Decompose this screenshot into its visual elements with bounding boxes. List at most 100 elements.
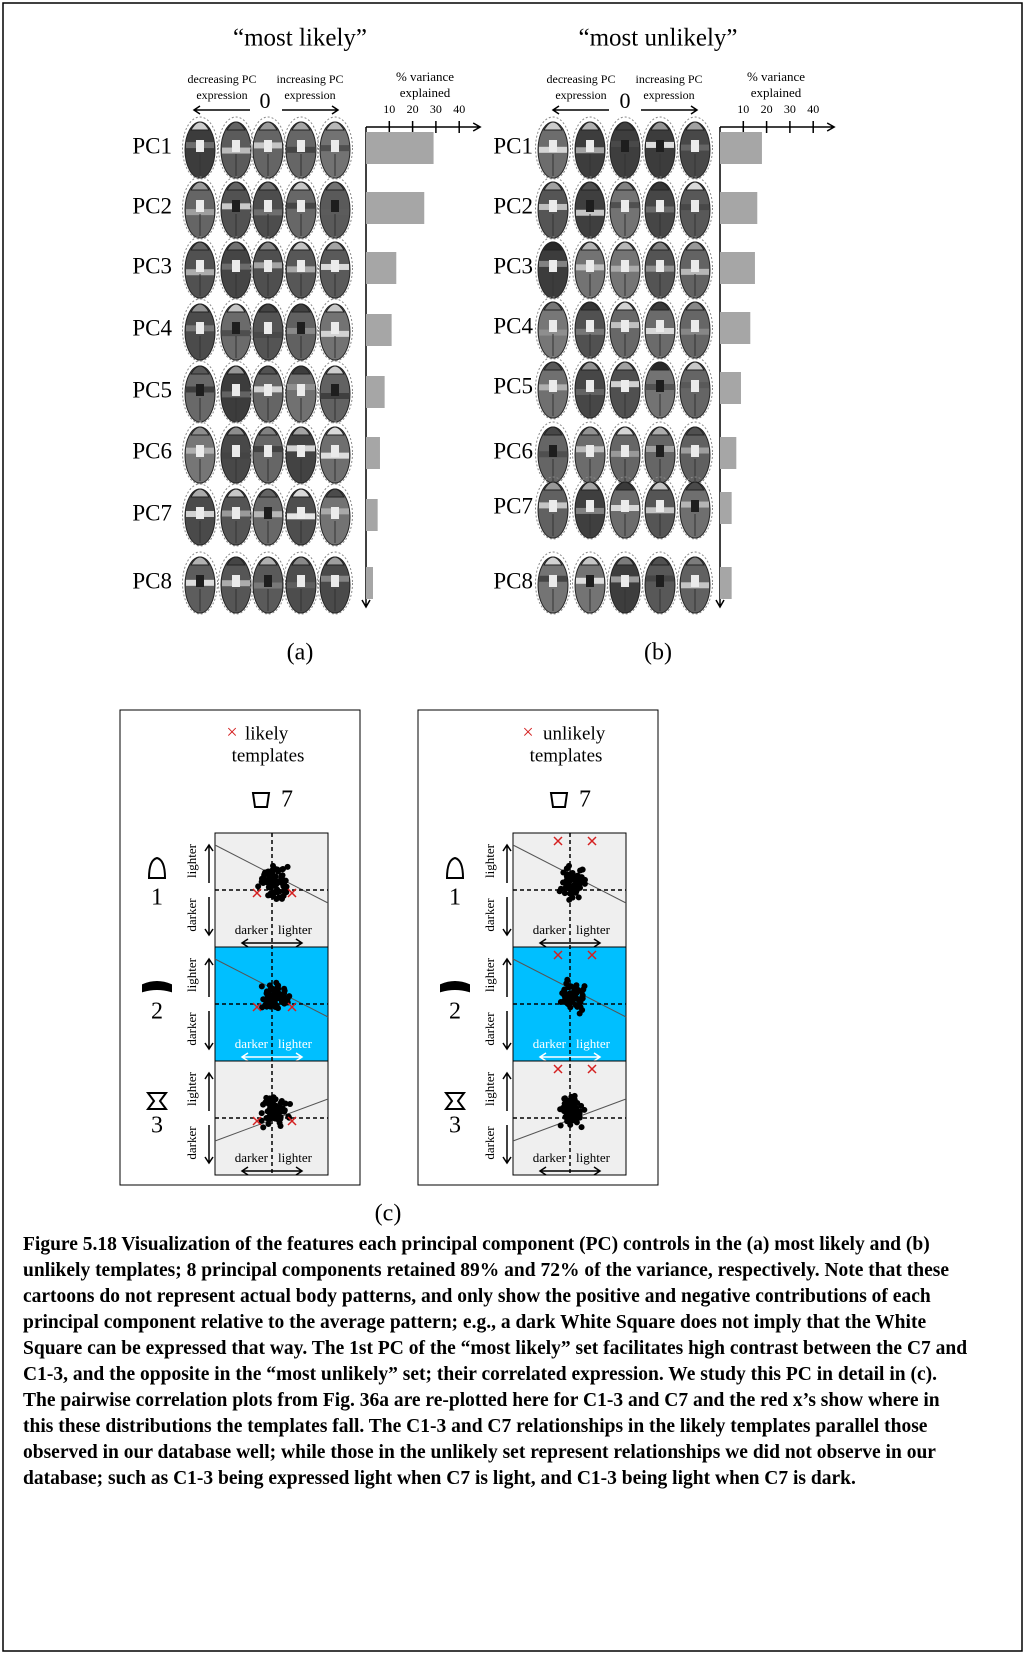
row-label: PC6: [132, 438, 172, 463]
cartoon-square: [656, 200, 664, 212]
x-dir-label: lighter: [278, 1150, 313, 1165]
red-x: [587, 836, 597, 846]
cartoon-head: [291, 365, 311, 375]
cartoon-square: [196, 260, 204, 272]
scatter-dot: [258, 1117, 265, 1124]
scatter-dot: [568, 1093, 575, 1100]
cartoon-square: [232, 384, 240, 396]
scatter-dot: [275, 994, 282, 1001]
scatter-dot: [260, 1124, 267, 1131]
cartoon-square: [691, 380, 699, 392]
cartoon-band: [254, 209, 282, 216]
cartoon-head: [325, 303, 345, 313]
cartoon-outline: [535, 551, 571, 615]
row-label: PC8: [132, 568, 172, 593]
cartoon-square: [232, 445, 240, 457]
row-number: 2: [151, 999, 163, 1025]
scatter-dot: [281, 1108, 288, 1115]
bar: [720, 252, 755, 284]
cartoon-head: [580, 181, 600, 191]
scatter-dot: [578, 1102, 585, 1109]
cartoon: [607, 421, 643, 485]
cartoon: [572, 236, 608, 300]
cartoon-head: [685, 361, 705, 371]
cartoon: [642, 176, 678, 240]
cartoon-band: [186, 269, 214, 276]
cartoon-head: [685, 121, 705, 131]
cartoon-head: [291, 121, 311, 131]
cartoon-band: [321, 209, 349, 216]
scatter-dot: [564, 881, 571, 888]
cartoon: [218, 298, 254, 362]
cartoon: [677, 356, 713, 420]
red-x: [287, 1116, 297, 1126]
cartoon-outline: [283, 421, 319, 485]
zero-label: 0: [620, 88, 631, 113]
cartoon: [642, 421, 678, 485]
x-dir-label: lighter: [576, 922, 611, 937]
zero-label: 0: [260, 88, 271, 113]
cartoon-head: [226, 181, 246, 191]
cartoon-square: [586, 200, 594, 212]
cartoon: [182, 421, 218, 485]
bar: [720, 192, 758, 224]
cartoon-head: [258, 181, 278, 191]
cartoon-outline: [535, 116, 571, 180]
panel-label: (a): [287, 640, 314, 666]
cartoon-outline: [250, 116, 286, 180]
bar: [720, 567, 732, 599]
cartoon-outline: [677, 176, 713, 240]
cartoon: [250, 551, 286, 615]
cartoon: [535, 296, 571, 360]
x-tick-label: 30: [430, 102, 442, 116]
cartoon: [182, 176, 218, 240]
scatter-dot: [258, 983, 265, 990]
scatter-dot: [276, 1105, 283, 1112]
caption: Figure 5.18 Visualization of the feature…: [23, 1234, 968, 1489]
row-label: PC1: [132, 133, 172, 158]
legend-marker: ×: [522, 722, 533, 744]
cartoon: [283, 551, 319, 615]
scatter-dot: [281, 987, 288, 994]
scatter-dot: [561, 986, 568, 993]
cartoon: [607, 236, 643, 300]
cartoon-outline: [317, 298, 353, 362]
scatter-dot: [271, 1112, 278, 1119]
cartoon: [317, 298, 353, 362]
cartoon-square: [621, 575, 629, 587]
cartoon-head: [258, 241, 278, 251]
scatter-dot: [562, 994, 569, 1001]
increasing-label: expression: [643, 88, 694, 102]
x-dir-label: darker: [533, 1036, 567, 1051]
cartoon: [572, 296, 608, 360]
cartoon-outline: [317, 236, 353, 300]
y-dir-label: lighter: [482, 843, 497, 878]
scatter-dot: [273, 887, 280, 894]
cartoon: [607, 356, 643, 420]
scatter-dot: [567, 890, 574, 897]
panel-label: (c): [375, 1201, 402, 1227]
bar: [366, 314, 392, 346]
cartoon: [642, 116, 678, 180]
cartoon-square: [331, 322, 339, 334]
cartoon-head: [190, 365, 210, 375]
cartoon-head: [685, 241, 705, 251]
cartoon: [535, 236, 571, 300]
cartoon: [218, 360, 254, 424]
scatter-dot: [556, 888, 563, 895]
bar: [366, 567, 373, 599]
cartoon-square: [621, 380, 629, 392]
bar-axis-title: % variance: [396, 69, 454, 84]
cartoon-square: [297, 445, 305, 457]
cartoon-square: [264, 200, 272, 212]
cartoon-outline: [317, 176, 353, 240]
red-x: [287, 1002, 297, 1012]
row-label: PC7: [493, 493, 533, 518]
cartoon-square: [196, 575, 204, 587]
decreasing-label: expression: [555, 88, 606, 102]
cartoon-head: [258, 488, 278, 498]
cartoon: [283, 360, 319, 424]
decreasing-label: decreasing PC: [188, 72, 257, 86]
cartoon-square: [264, 507, 272, 519]
cartoon-square: [331, 140, 339, 152]
